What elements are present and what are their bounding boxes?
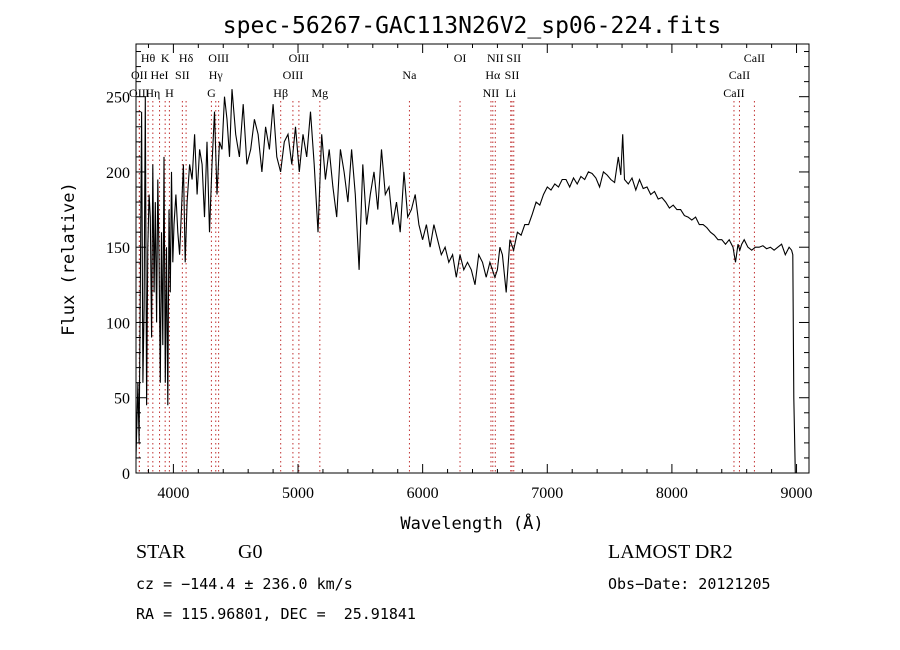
observation-date: Obs−Date: 20121205 bbox=[608, 575, 771, 593]
line-marker-label: CaII bbox=[729, 68, 750, 82]
line-marker-label: Li bbox=[505, 86, 516, 100]
line-marker-label: CaII bbox=[744, 51, 765, 65]
chart-title: spec-56267-GAC113N26V2_sp06-224.fits bbox=[223, 13, 722, 39]
line-marker-label: Hβ bbox=[273, 86, 288, 100]
y-axis: 0 50 100 150 200 250 bbox=[106, 51, 809, 483]
spectrum-line bbox=[135, 89, 796, 474]
y-tick-label: 50 bbox=[114, 391, 130, 408]
line-marker-label: Hγ bbox=[209, 68, 224, 82]
redshift-cz: cz = −144.4 ± 236.0 km/s bbox=[136, 575, 353, 593]
line-marker-label: CaII bbox=[723, 86, 744, 100]
line-marker-label: H bbox=[165, 86, 174, 100]
line-marker-label: Na bbox=[402, 68, 417, 82]
line-marker-label: SII bbox=[175, 68, 190, 82]
y-tick-label: 200 bbox=[106, 165, 130, 182]
line-marker-label: NII bbox=[487, 51, 504, 65]
object-subclass: G0 bbox=[238, 541, 263, 563]
line-marker-label: OIII bbox=[289, 51, 310, 65]
line-marker-label: K bbox=[161, 51, 170, 65]
x-tick-label: 6000 bbox=[407, 485, 439, 502]
line-marker-label: G bbox=[207, 86, 216, 100]
line-marker-label: OIII bbox=[208, 51, 229, 65]
line-marker-label: SII bbox=[506, 51, 521, 65]
spectral-line-markers: OIIOIIIHθHηHeIKHSIIHδGHγOIIIHβOIIIOIIIMg… bbox=[129, 51, 765, 473]
x-axis: 4000 5000 6000 7000 8000 9000 bbox=[147, 44, 813, 502]
line-marker-label: HeI bbox=[151, 68, 169, 82]
y-tick-label: 150 bbox=[106, 240, 130, 257]
x-tick-label: 7000 bbox=[531, 485, 563, 502]
line-marker-label: Hδ bbox=[179, 51, 194, 65]
y-tick-label: 0 bbox=[122, 466, 130, 483]
line-marker-label: NII bbox=[483, 86, 500, 100]
line-marker-label: OI bbox=[454, 51, 467, 65]
line-marker-label: OIII bbox=[283, 68, 304, 82]
coordinates: RA = 115.96801, DEC = 25.91841 bbox=[136, 605, 416, 623]
x-tick-label: 8000 bbox=[656, 485, 688, 502]
line-marker-label: Hα bbox=[485, 68, 501, 82]
y-axis-label: Flux (relative) bbox=[59, 182, 79, 336]
x-tick-label: 4000 bbox=[157, 485, 189, 502]
line-marker-label: Hη bbox=[145, 86, 160, 100]
x-axis-label: Wavelength (Å) bbox=[400, 512, 543, 534]
line-marker-label: SII bbox=[505, 68, 520, 82]
y-tick-label: 100 bbox=[106, 315, 130, 332]
object-class: STAR bbox=[136, 541, 186, 563]
plot-frame bbox=[135, 43, 810, 474]
line-marker-label: OII bbox=[131, 68, 148, 82]
line-marker-label: Hθ bbox=[141, 51, 156, 65]
survey-name: LAMOST DR2 bbox=[608, 541, 733, 563]
x-tick-label: 5000 bbox=[282, 485, 314, 502]
line-marker-label: Mg bbox=[311, 86, 328, 100]
y-tick-label: 250 bbox=[106, 90, 130, 107]
x-tick-label: 9000 bbox=[781, 485, 813, 502]
